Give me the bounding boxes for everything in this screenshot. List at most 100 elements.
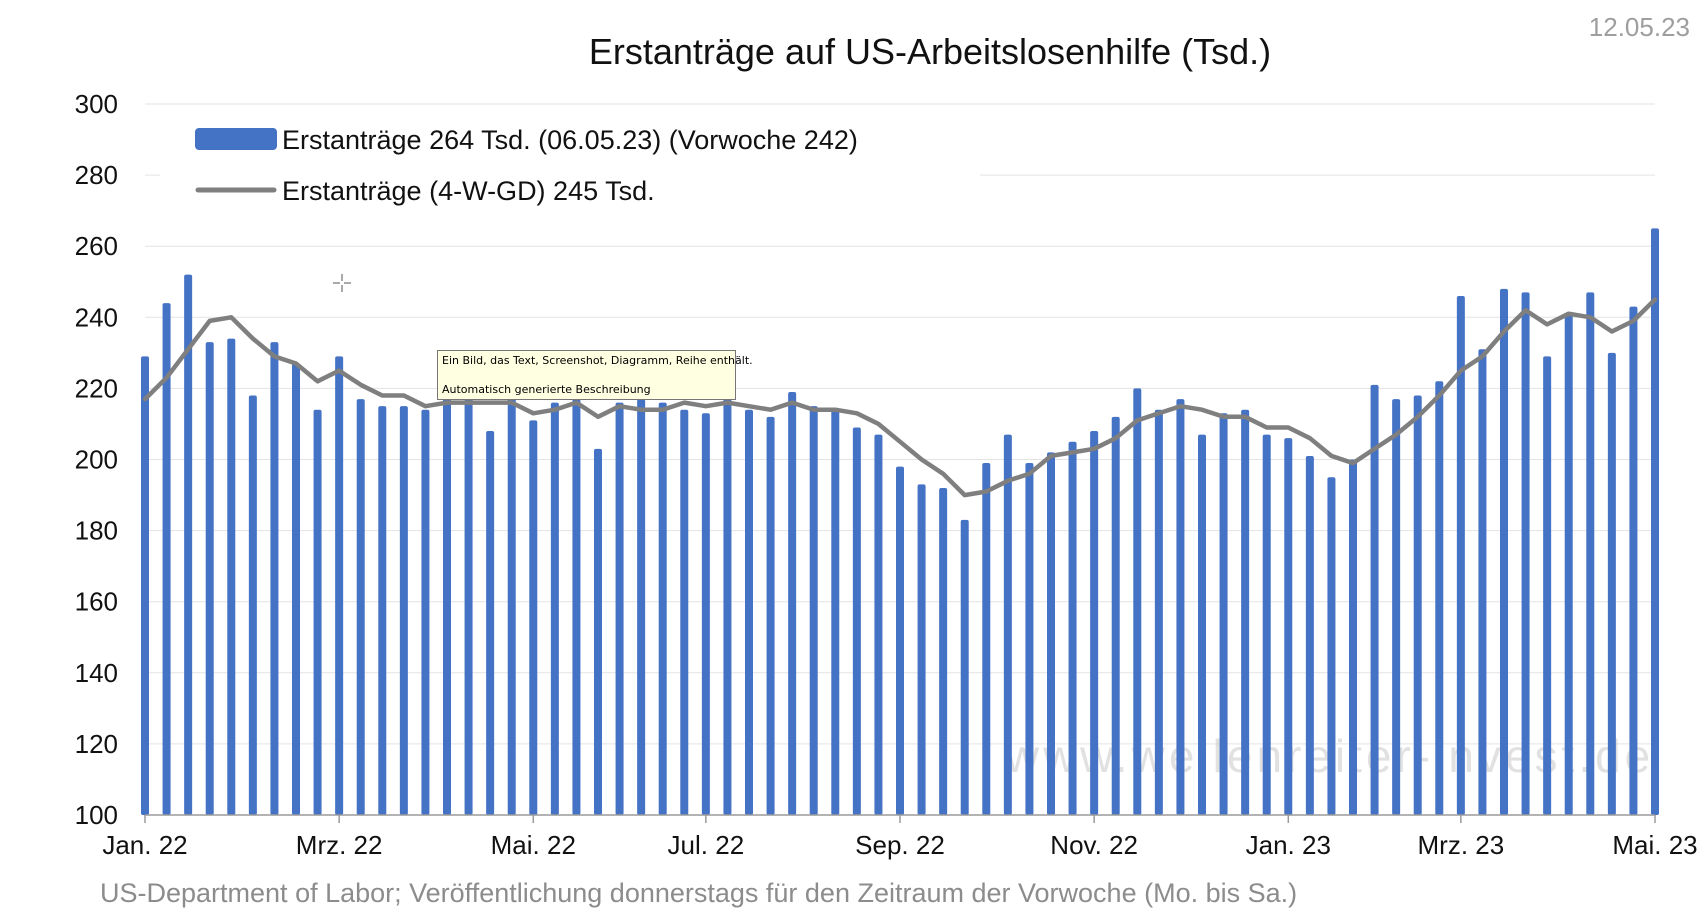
bar xyxy=(852,427,861,815)
legend: Erstanträge 264 Tsd. (06.05.23) (Vorwoch… xyxy=(160,125,980,229)
bar xyxy=(1521,292,1530,815)
bar xyxy=(464,395,473,815)
y-tick-label: 140 xyxy=(75,658,118,688)
legend-background xyxy=(160,161,980,229)
bar xyxy=(507,395,516,815)
tooltip-line-1: Ein Bild, das Text, Screenshot, Diagramm… xyxy=(442,354,753,367)
bar xyxy=(1219,413,1228,815)
legend-label-bars: Erstanträge 264 Tsd. (06.05.23) (Vorwoch… xyxy=(282,125,858,155)
bar xyxy=(615,402,624,815)
bar xyxy=(529,420,538,815)
bar xyxy=(1456,295,1465,816)
bar xyxy=(658,402,667,815)
y-tick-label: 280 xyxy=(75,160,118,190)
bar xyxy=(227,338,236,815)
bar xyxy=(356,399,365,815)
bar xyxy=(831,409,840,815)
bar xyxy=(248,395,257,815)
x-tick-label: Mrz. 22 xyxy=(296,830,383,860)
y-tick-label: 160 xyxy=(75,587,118,617)
x-tick-label: Jul. 22 xyxy=(668,830,745,860)
y-tick-label: 100 xyxy=(75,800,118,830)
bar xyxy=(335,356,344,815)
y-tick-label: 240 xyxy=(75,302,118,332)
bar xyxy=(1198,434,1206,815)
y-tick-label: 200 xyxy=(75,445,118,475)
crosshair-cursor-icon xyxy=(333,274,351,292)
bar xyxy=(1392,399,1401,815)
bar xyxy=(184,274,193,815)
bar xyxy=(1629,306,1638,815)
bar xyxy=(1090,431,1099,815)
bar xyxy=(1154,409,1163,815)
bar xyxy=(1133,388,1142,815)
x-tick-label: Mrz. 23 xyxy=(1418,830,1505,860)
bar xyxy=(141,356,149,815)
bar xyxy=(1543,356,1552,815)
bar xyxy=(292,363,300,815)
bar xyxy=(1111,416,1120,815)
bar xyxy=(1500,288,1508,815)
bar xyxy=(701,413,710,815)
bar xyxy=(1327,477,1336,815)
bar xyxy=(594,448,602,815)
bar xyxy=(270,342,279,815)
bar-series xyxy=(141,228,1659,816)
bar xyxy=(205,342,214,815)
bar xyxy=(313,409,322,815)
bar xyxy=(1564,313,1573,815)
alt-text-tooltip: Ein Bild, das Text, Screenshot, Diagramm… xyxy=(437,350,753,400)
bar xyxy=(1478,349,1487,815)
tooltip-line-2: Automatisch generierte Beschreibung xyxy=(442,383,651,396)
x-tick-label: Sep. 22 xyxy=(855,830,945,860)
bar xyxy=(1025,463,1034,815)
bar xyxy=(788,391,797,815)
bar xyxy=(766,416,775,815)
bar xyxy=(1047,452,1055,815)
legend-label-line: Erstanträge (4-W-GD) 245 Tsd. xyxy=(282,176,655,206)
line-series xyxy=(142,297,1658,498)
bar xyxy=(162,303,171,815)
bar xyxy=(960,519,969,815)
bar xyxy=(1241,409,1250,815)
bar xyxy=(1003,434,1012,815)
bar xyxy=(1349,459,1357,815)
bar xyxy=(896,466,904,815)
bar xyxy=(1176,399,1185,815)
y-tick-label: 220 xyxy=(75,373,118,403)
bar xyxy=(1435,381,1444,815)
bar xyxy=(1284,438,1293,815)
y-axis-ticks: 300 280 260 240 220 200 180 160 140 120 100 xyxy=(75,89,118,830)
bar xyxy=(1305,455,1314,815)
bar xyxy=(421,409,430,815)
bar xyxy=(1370,384,1379,815)
x-tick-label: Jan. 23 xyxy=(1246,830,1331,860)
chart-title: Erstanträge auf US-Arbeitslosenhilfe (Ts… xyxy=(589,31,1271,72)
bar xyxy=(809,406,818,815)
line-4w-average xyxy=(142,297,1658,498)
legend-swatch-bars xyxy=(195,128,277,150)
date-stamp: 12.05.23 xyxy=(1589,12,1690,42)
x-tick-label: Mai. 22 xyxy=(491,830,576,860)
bar xyxy=(399,406,408,815)
bar xyxy=(1262,434,1271,815)
y-tick-label: 180 xyxy=(75,516,118,546)
y-tick-label: 300 xyxy=(75,89,118,119)
y-tick-label: 120 xyxy=(75,729,118,759)
bar xyxy=(486,431,495,815)
source-note: US-Department of Labor; Veröffentlichung… xyxy=(100,878,1297,908)
x-tick-label: Nov. 22 xyxy=(1050,830,1138,860)
bar xyxy=(939,487,948,815)
y-tick-label: 260 xyxy=(75,231,118,261)
bar xyxy=(745,409,753,815)
bar xyxy=(572,399,581,815)
bar xyxy=(1068,441,1077,815)
bar xyxy=(443,395,451,815)
x-tick-label: Jan. 22 xyxy=(102,830,187,860)
bar xyxy=(723,395,732,815)
bar xyxy=(378,406,387,815)
bar xyxy=(1651,228,1659,816)
x-axis: Jan. 22 Mrz. 22 Mai. 22 Jul. 22 Sep. 22 Nov. … xyxy=(102,814,1698,860)
bar xyxy=(680,409,689,815)
